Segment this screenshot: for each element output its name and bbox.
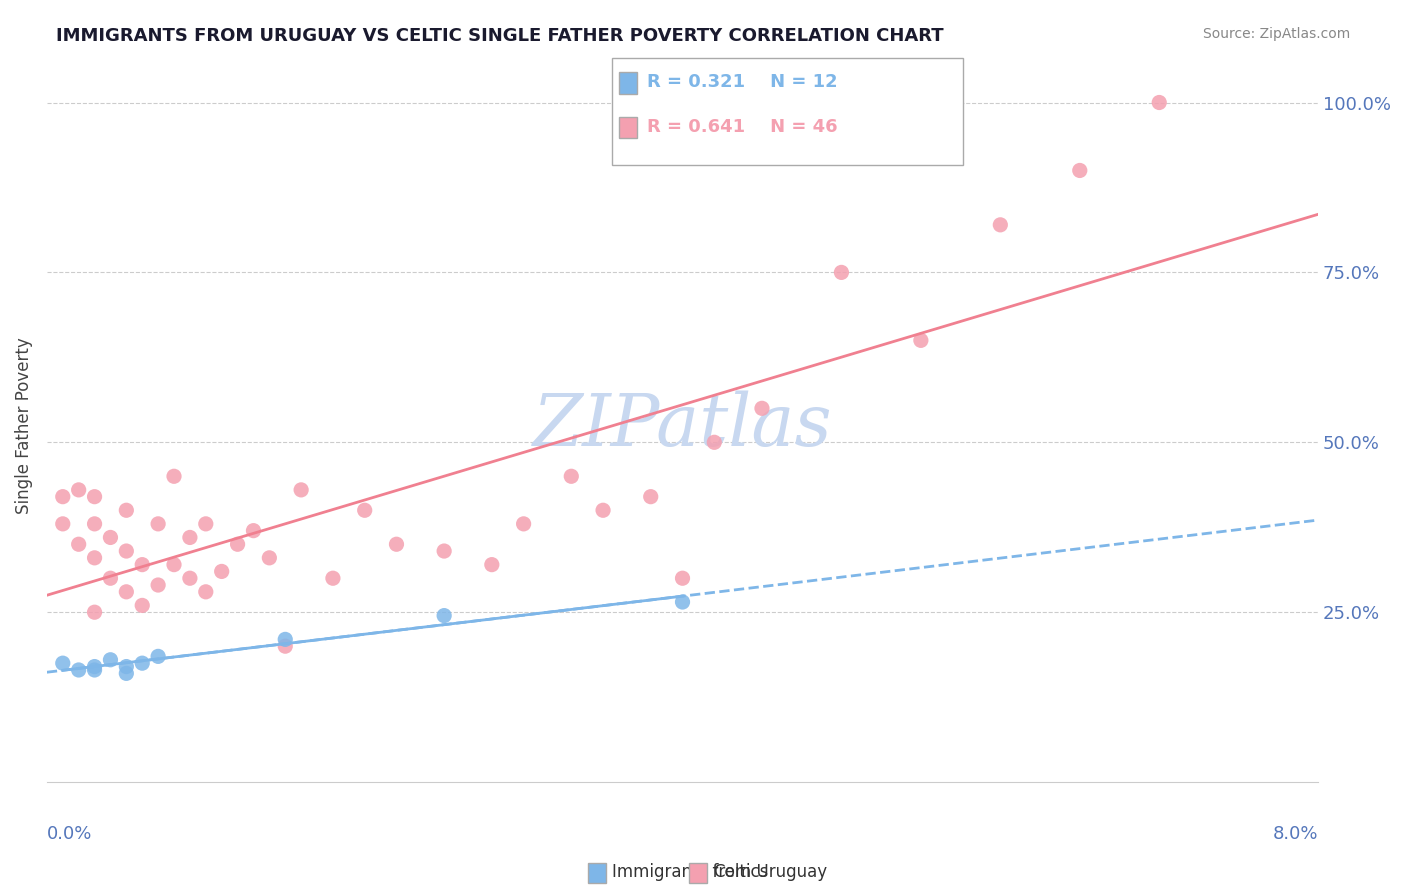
Point [211,565,233,579]
Point [100,571,122,585]
Point [751,401,773,416]
Point [671,595,693,609]
Point [163,469,186,483]
Point [274,639,297,653]
Point [83,663,105,677]
Point [146,649,169,664]
Point [115,544,138,558]
Point [83,516,105,531]
Point [194,584,217,599]
Text: Immigrants from Uruguay: Immigrants from Uruguay [612,863,827,881]
Text: R = 0.641    N = 46: R = 0.641 N = 46 [647,118,838,136]
Point [83,550,105,565]
Point [290,483,312,497]
Point [163,558,186,572]
Point [131,558,153,572]
Point [512,516,534,531]
Text: 8.0%: 8.0% [1272,825,1319,843]
Point [703,435,725,450]
Point [640,490,662,504]
Point [115,584,138,599]
Point [259,550,281,565]
Point [83,659,105,673]
Point [481,558,503,572]
Point [988,218,1011,232]
Point [433,608,456,623]
Text: Celtics: Celtics [713,863,768,881]
Point [115,666,138,681]
Text: ZIPatlas: ZIPatlas [533,390,832,460]
Point [67,483,90,497]
Point [353,503,375,517]
Point [131,656,153,670]
Point [67,663,90,677]
Point [179,571,201,585]
Point [1069,163,1091,178]
Point [115,659,138,673]
Point [115,503,138,517]
Point [671,571,693,585]
Y-axis label: Single Father Poverty: Single Father Poverty [15,337,32,514]
Point [83,490,105,504]
Point [194,516,217,531]
Point [322,571,344,585]
Point [592,503,614,517]
Point [226,537,249,551]
Point [560,469,582,483]
Point [52,656,75,670]
Text: Source: ZipAtlas.com: Source: ZipAtlas.com [1202,27,1350,41]
Point [1147,95,1170,110]
Point [67,537,90,551]
Point [83,605,105,619]
Point [100,653,122,667]
Point [146,516,169,531]
Point [910,334,932,348]
Point [131,599,153,613]
Text: IMMIGRANTS FROM URUGUAY VS CELTIC SINGLE FATHER POVERTY CORRELATION CHART: IMMIGRANTS FROM URUGUAY VS CELTIC SINGLE… [56,27,943,45]
Point [274,632,297,647]
Point [146,578,169,592]
Point [52,516,75,531]
Text: R = 0.321    N = 12: R = 0.321 N = 12 [647,73,838,91]
Point [433,544,456,558]
Point [179,531,201,545]
Point [830,265,852,279]
Text: 0.0%: 0.0% [46,825,93,843]
Point [385,537,408,551]
Point [242,524,264,538]
Point [100,531,122,545]
Point [52,490,75,504]
